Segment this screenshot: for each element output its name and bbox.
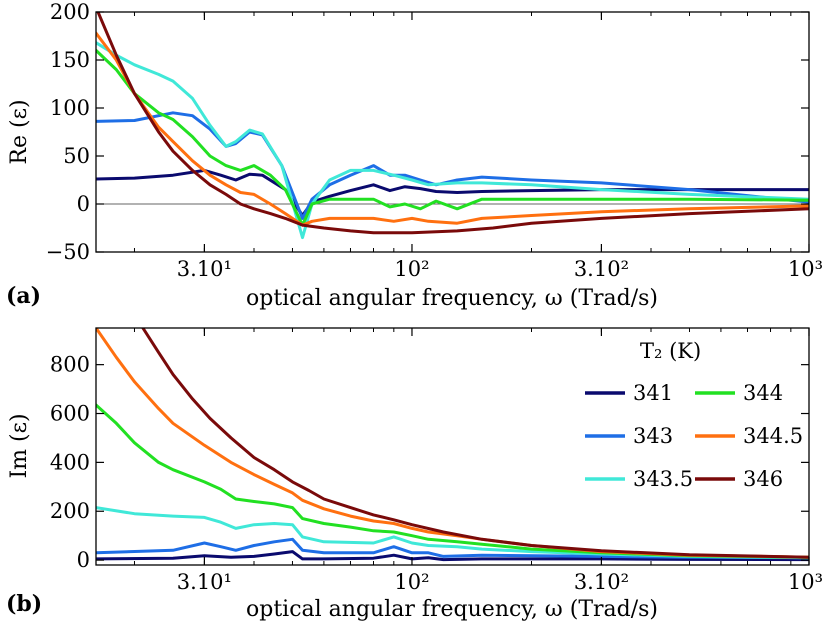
legend-title: T₂ (K) — [640, 339, 701, 363]
series-group — [96, 12, 809, 240]
series-group — [96, 328, 809, 562]
axis-ticks: 3.10¹ 10² 3.10² 10³ 0 200 400 600 800 — [50, 328, 823, 594]
plot-frame — [95, 327, 810, 566]
panel-label: (a) — [6, 283, 41, 309]
legend-label-343.5: 343.5 — [633, 467, 693, 491]
x-tick-label: 10³ — [788, 257, 823, 281]
x-tick-label: 3.10² — [574, 257, 629, 281]
series-line-343.5 — [96, 506, 809, 560]
x-tick-label: 10³ — [788, 570, 823, 594]
x-tick-label: 3.10¹ — [177, 257, 232, 281]
x-tick-label: 3.10² — [574, 570, 629, 594]
y-tick-label: 200 — [50, 499, 90, 523]
y-tick-label: 600 — [50, 402, 90, 426]
series-line-344.5 — [96, 328, 809, 559]
y-tick-label: 50 — [63, 144, 90, 168]
series-line-341 — [96, 168, 809, 217]
x-axis-label: optical angular frequency, ω (Trad/s) — [246, 597, 658, 622]
x-axis-label: optical angular frequency, ω (Trad/s) — [246, 286, 658, 311]
series-line-343 — [96, 537, 809, 560]
series-line-346 — [96, 12, 809, 235]
y-tick-label: 0 — [77, 192, 90, 216]
y-tick-label: 0 — [77, 548, 90, 572]
series-line-343.5 — [96, 41, 809, 240]
series-line-344.5 — [96, 31, 809, 227]
legend-label-346: 346 — [743, 467, 783, 491]
series-line-344 — [96, 403, 809, 559]
y-tick-label: 150 — [50, 48, 90, 72]
panel-label: (b) — [6, 591, 42, 617]
x-tick-label: 3.10¹ — [177, 570, 232, 594]
legend: T₂ (K) 341 343 343.5 344 344.5 346 — [585, 339, 803, 491]
y-tick-label: 400 — [50, 450, 90, 474]
y-tick-label: 200 — [50, 0, 90, 24]
series-line-344 — [96, 48, 809, 227]
panel-a: 3.10¹ 10² 3.10² 10³ −50 0 50 100 150 200 Re (ε) o… — [6, 0, 823, 311]
plot-frame — [95, 11, 810, 253]
panel-b: 3.10¹ 10² 3.10² 10³ 0 200 400 600 800 Im (ε) opt… — [6, 327, 823, 622]
y-axis-label: Im (ε) — [7, 413, 32, 478]
legend-label-344.5: 344.5 — [743, 424, 803, 448]
series-line-346 — [141, 328, 809, 559]
axis-ticks: 3.10¹ 10² 3.10² 10³ −50 0 50 100 150 200 — [46, 0, 823, 281]
legend-label-341: 341 — [633, 381, 673, 405]
x-tick-label: 10² — [394, 570, 429, 594]
legend-label-344: 344 — [743, 381, 783, 405]
y-tick-label: 800 — [50, 353, 90, 377]
y-tick-label: 100 — [50, 96, 90, 120]
y-tick-label: −50 — [46, 240, 90, 264]
y-axis-label: Re (ε) — [7, 99, 32, 164]
series-line-341 — [96, 550, 809, 562]
x-tick-label: 10² — [394, 257, 429, 281]
series-line-343 — [96, 111, 809, 220]
legend-label-343: 343 — [633, 424, 673, 448]
